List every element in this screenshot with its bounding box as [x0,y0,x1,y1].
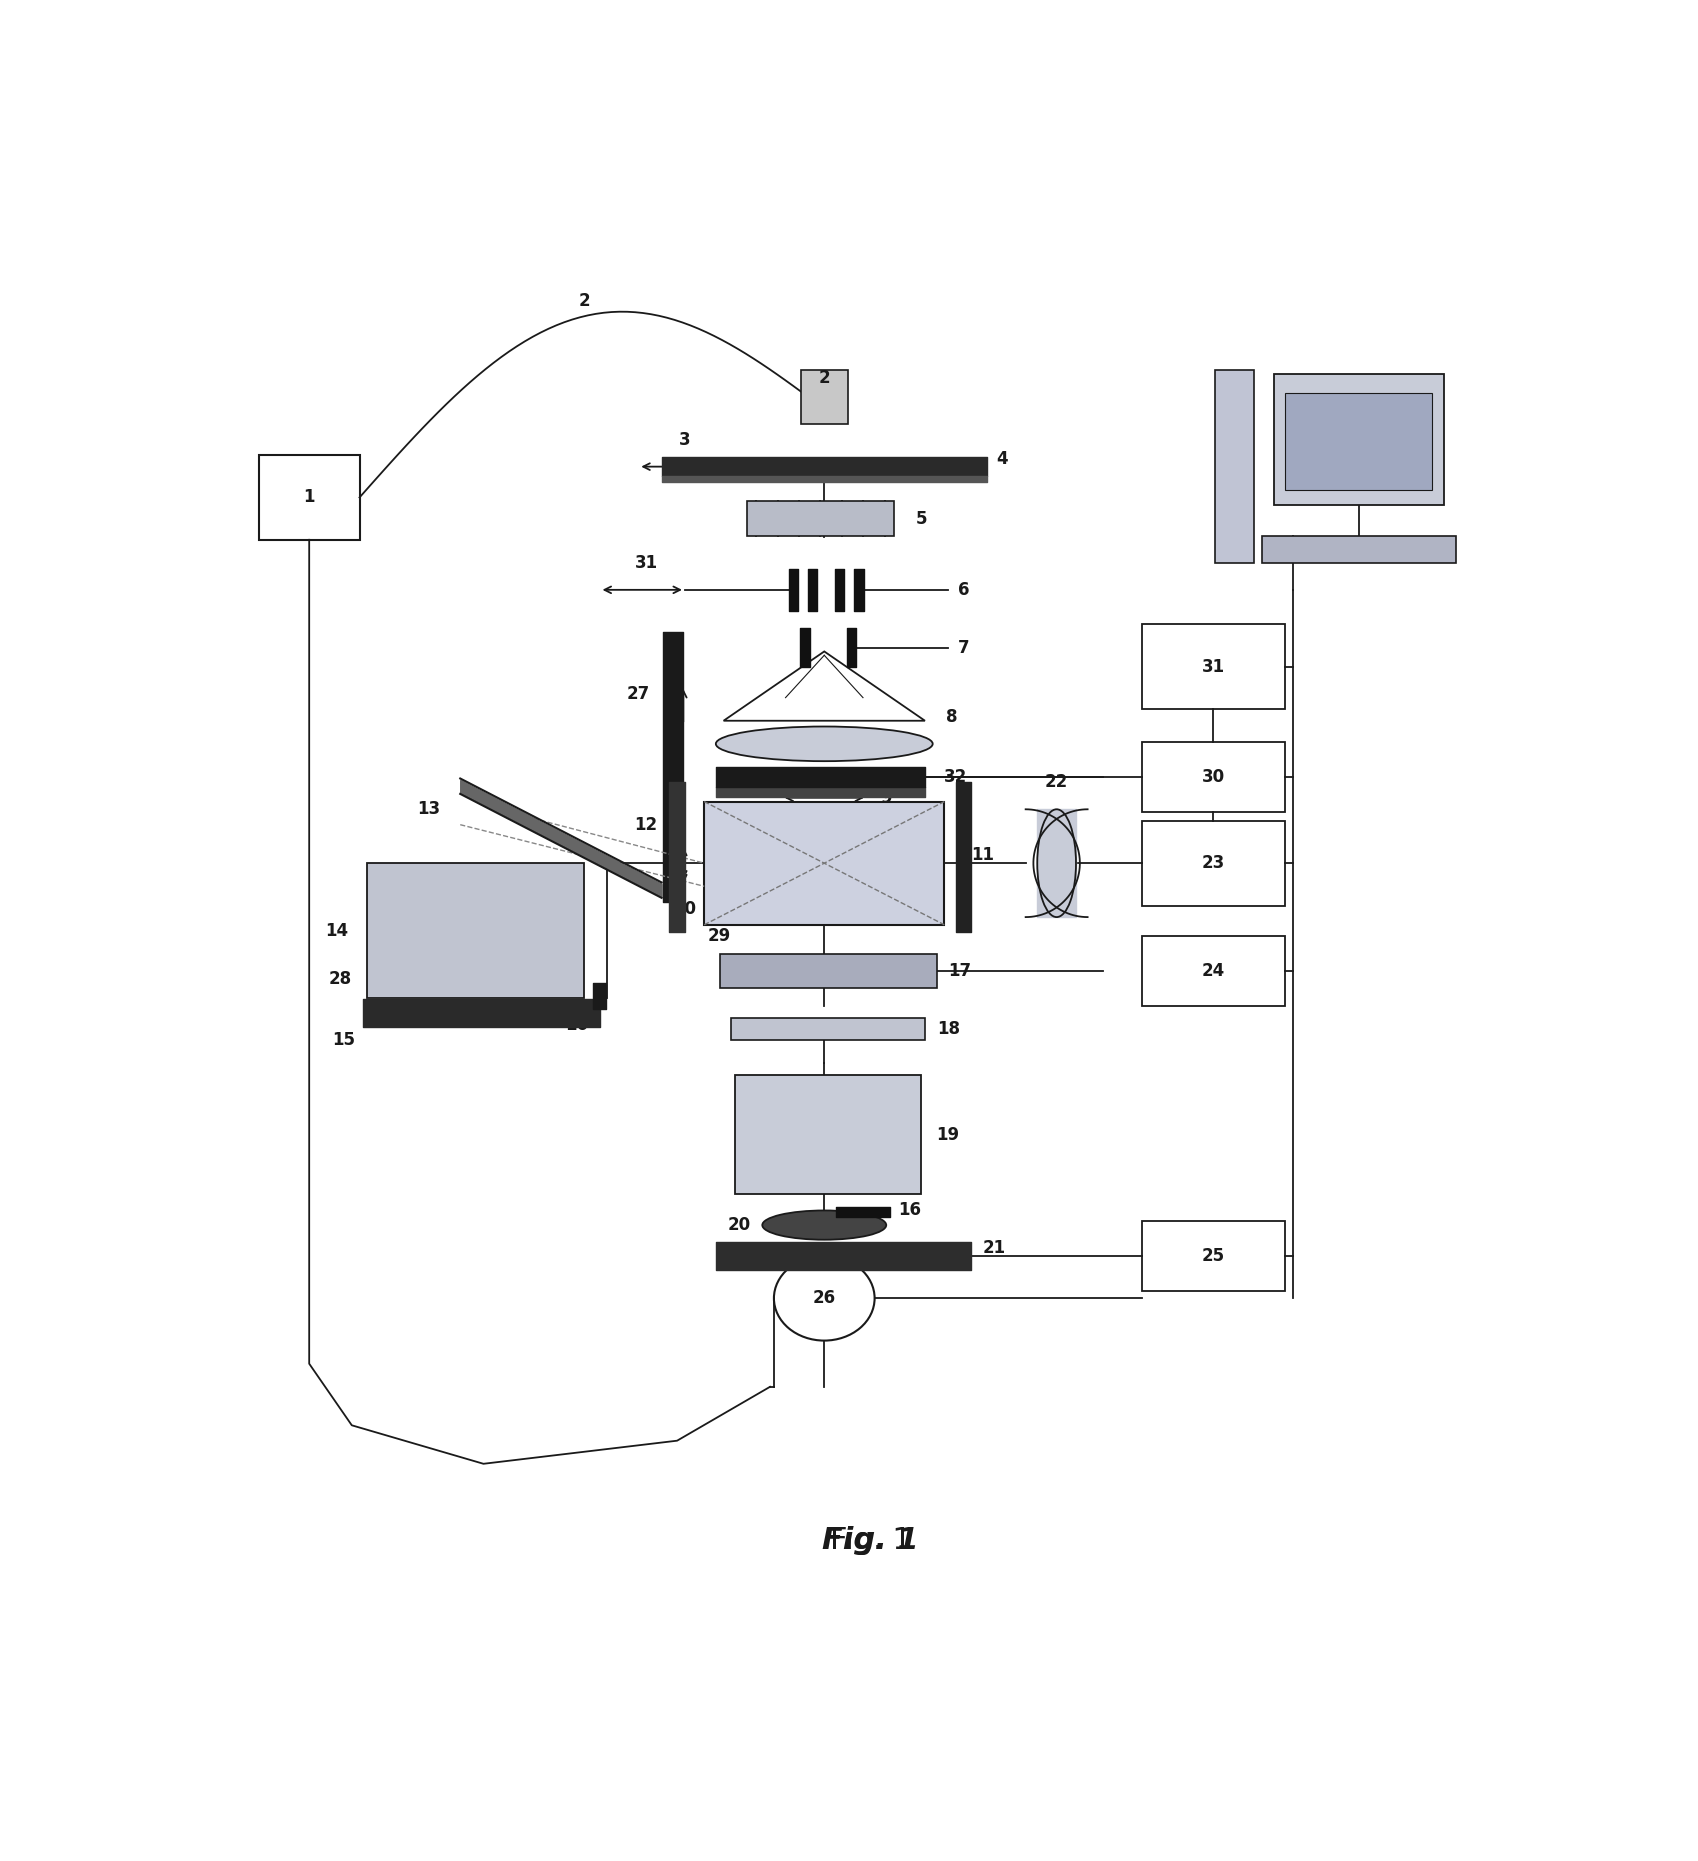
Text: Fig. 1: Fig. 1 [829,1526,912,1556]
Text: 7: 7 [958,638,970,657]
Text: 31: 31 [633,555,657,571]
Bar [1274,374,1443,504]
Text: 16: 16 [564,1016,588,1035]
Text: 12: 12 [633,815,657,834]
Text: 11: 11 [971,847,993,865]
Bar [258,456,360,540]
Bar [703,802,944,925]
Bar [1284,393,1431,489]
Bar [1141,936,1284,1005]
Text: 14: 14 [324,921,348,940]
Text: 26: 26 [812,1290,835,1306]
Text: 22: 22 [1044,774,1068,791]
Text: 19: 19 [936,1126,959,1145]
Text: 31: 31 [1200,657,1224,676]
Text: 29: 29 [708,927,730,945]
Bar [1262,536,1455,562]
Bar [1141,1221,1284,1290]
Bar [1141,625,1284,709]
Bar [1141,743,1284,811]
Text: 30: 30 [1200,769,1224,785]
Text: 10: 10 [672,901,696,917]
Bar [735,1076,920,1195]
Text: 32: 32 [944,769,966,785]
Text: 1: 1 [304,488,314,506]
Text: 23: 23 [1200,854,1224,873]
Text: 28: 28 [328,970,351,988]
Bar [1214,370,1253,562]
Text: Fig. 1: Fig. 1 [822,1526,919,1556]
Bar [730,1018,924,1040]
Ellipse shape [762,1210,886,1239]
Text: 6: 6 [958,581,970,599]
Ellipse shape [715,726,932,761]
Bar [720,955,936,988]
Text: 2: 2 [818,368,830,387]
Bar [1141,821,1284,906]
Text: 20: 20 [727,1215,751,1234]
Text: 2: 2 [577,292,589,311]
Text: 27: 27 [627,685,650,703]
Text: 17: 17 [947,962,971,981]
Bar [800,370,847,424]
Bar [747,501,893,536]
Text: 18: 18 [936,1020,959,1038]
Text: 24: 24 [1200,962,1224,981]
Text: 21: 21 [983,1239,1005,1258]
Text: 16: 16 [898,1200,920,1219]
Bar [367,864,584,997]
Text: 13: 13 [418,800,440,819]
Text: 4: 4 [997,450,1007,467]
Text: 15: 15 [333,1031,355,1050]
Text: 5: 5 [915,510,927,529]
Text: 9: 9 [880,789,891,806]
Text: 8: 8 [946,707,958,726]
Text: 25: 25 [1200,1247,1224,1265]
Ellipse shape [1037,810,1075,917]
Text: 3: 3 [679,430,691,449]
